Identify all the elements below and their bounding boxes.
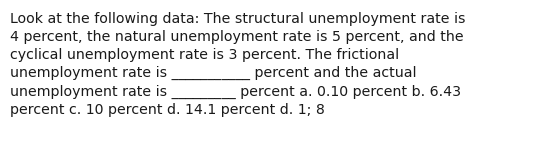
Text: Look at the following data: The structural unemployment rate is
4 percent, the n: Look at the following data: The structur… xyxy=(10,12,465,117)
